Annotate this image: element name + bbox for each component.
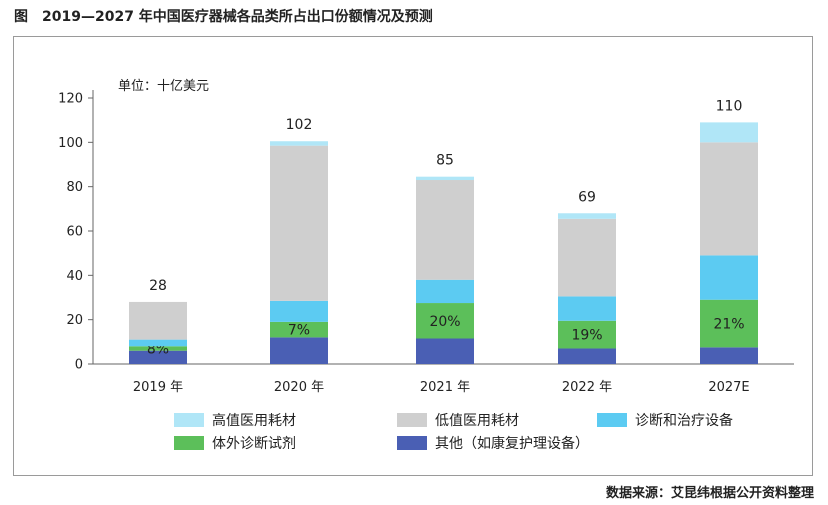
y-tick-label: 120 bbox=[58, 92, 83, 107]
bar-segment bbox=[700, 122, 758, 143]
total-label: 110 bbox=[716, 98, 743, 114]
data-source: 数据来源：艾昆纬根据公开资料整理 bbox=[605, 486, 814, 501]
legend-label: 诊断和治疗设备 bbox=[635, 412, 733, 429]
total-label: 69 bbox=[578, 189, 596, 205]
percent-label: 21% bbox=[713, 317, 744, 333]
bar-segment bbox=[558, 213, 616, 219]
y-tick-label: 100 bbox=[58, 136, 83, 151]
legend-swatch bbox=[597, 413, 627, 427]
legend-swatch bbox=[397, 436, 427, 450]
x-tick-label: 2027E bbox=[708, 380, 749, 395]
x-tick-label: 2020 年 bbox=[274, 380, 324, 395]
bar-segment bbox=[129, 350, 187, 364]
percent-label: 19% bbox=[571, 328, 602, 344]
unit-label: 单位：十亿美元 bbox=[118, 79, 209, 94]
bar-segment bbox=[700, 255, 758, 300]
bar-segment bbox=[558, 348, 616, 364]
x-tick-label: 2021 年 bbox=[420, 380, 470, 395]
bar-segment bbox=[558, 296, 616, 321]
bar-segment bbox=[416, 279, 474, 304]
y-tick-label: 60 bbox=[66, 225, 83, 240]
y-tick-label: 0 bbox=[75, 358, 83, 373]
chart-frame: 单位：十亿美元 0 20 40 60 80 100 120 8% 28 2019 年 7% 102 202… bbox=[13, 36, 813, 476]
bar-segment bbox=[270, 321, 328, 338]
figure-title: 图 2019—2027 年中国医疗器械各品类所占出口份额情况及预测 bbox=[14, 6, 433, 26]
legend-label: 低值医用耗材 bbox=[435, 413, 519, 429]
legend-swatch bbox=[174, 413, 204, 427]
legend-label: 体外诊断试剂 bbox=[212, 436, 296, 452]
figure-prefix: 图 bbox=[14, 9, 28, 25]
bar-segment bbox=[129, 301, 187, 340]
legend-label: 高值医用耗材 bbox=[212, 412, 296, 429]
legend-label: 其他（如康复护理设备） bbox=[435, 435, 589, 452]
x-tick-label: 2019 年 bbox=[133, 380, 183, 395]
bar-segment bbox=[270, 141, 328, 146]
bar-segment bbox=[700, 142, 758, 256]
bar-segment bbox=[416, 180, 474, 280]
bar-segment bbox=[700, 347, 758, 364]
percent-label: 7% bbox=[288, 323, 310, 339]
percent-label: 20% bbox=[429, 314, 460, 330]
total-label: 102 bbox=[286, 117, 313, 133]
bar-segment bbox=[558, 218, 616, 297]
bar-segment bbox=[700, 299, 758, 348]
total-label: 85 bbox=[436, 153, 454, 169]
y-tick-label: 80 bbox=[66, 180, 83, 195]
bar-segment bbox=[270, 145, 328, 301]
x-tick-label: 2022 年 bbox=[562, 380, 612, 395]
figure-title-text: 2019—2027 年中国医疗器械各品类所占出口份额情况及预测 bbox=[42, 9, 433, 25]
bar-segment bbox=[129, 346, 187, 351]
bar-segment bbox=[129, 339, 187, 347]
legend-swatch bbox=[174, 436, 204, 450]
total-label: 28 bbox=[149, 278, 167, 294]
legend-swatch bbox=[397, 413, 427, 427]
bar-segment bbox=[416, 176, 474, 181]
y-tick-label: 40 bbox=[66, 269, 83, 284]
bar-segment bbox=[416, 303, 474, 339]
bar-segment bbox=[270, 337, 328, 364]
bar-segment bbox=[416, 338, 474, 364]
bar-segment bbox=[270, 300, 328, 322]
bar-segment bbox=[558, 320, 616, 349]
y-tick-label: 20 bbox=[66, 313, 83, 328]
